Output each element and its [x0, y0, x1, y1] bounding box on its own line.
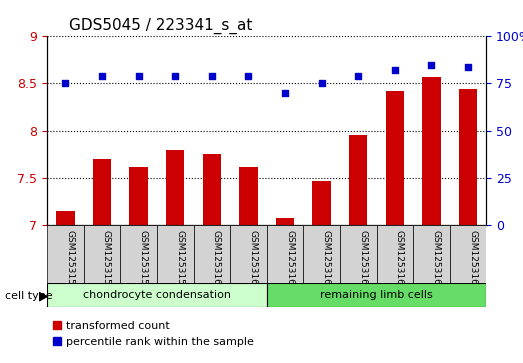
Text: GSM1253161: GSM1253161	[248, 230, 257, 290]
Text: ▶: ▶	[39, 289, 49, 302]
Text: GSM1253164: GSM1253164	[358, 230, 367, 290]
Point	[317, 81, 326, 86]
Point	[208, 73, 216, 79]
Text: GSM1253166: GSM1253166	[431, 230, 440, 290]
Point	[171, 73, 179, 79]
FancyBboxPatch shape	[84, 225, 120, 283]
Text: cell type: cell type	[5, 291, 53, 301]
Text: GSM1253163: GSM1253163	[322, 230, 331, 290]
FancyBboxPatch shape	[340, 225, 377, 283]
FancyBboxPatch shape	[267, 283, 486, 307]
Bar	[423, 77, 440, 225]
Text: GSM1253158: GSM1253158	[139, 230, 147, 290]
FancyBboxPatch shape	[230, 225, 267, 283]
Text: GSM1253160: GSM1253160	[212, 230, 221, 290]
FancyBboxPatch shape	[47, 225, 84, 283]
Legend: transformed count, percentile rank within the sample: transformed count, percentile rank withi…	[53, 321, 254, 347]
FancyBboxPatch shape	[413, 225, 450, 283]
Text: GSM1253165: GSM1253165	[395, 230, 404, 290]
FancyBboxPatch shape	[157, 225, 194, 283]
Point	[244, 73, 253, 79]
FancyBboxPatch shape	[120, 225, 157, 283]
Bar	[276, 217, 294, 225]
Point	[427, 62, 436, 68]
Point	[391, 68, 399, 73]
Text: GSM1253162: GSM1253162	[285, 230, 294, 290]
Text: GDS5045 / 223341_s_at: GDS5045 / 223341_s_at	[69, 17, 253, 33]
Bar	[56, 211, 74, 225]
Point	[61, 81, 70, 86]
FancyBboxPatch shape	[450, 225, 486, 283]
Text: remaining limb cells: remaining limb cells	[320, 290, 433, 300]
Bar	[129, 167, 147, 225]
FancyBboxPatch shape	[303, 225, 340, 283]
FancyBboxPatch shape	[267, 225, 303, 283]
Text: GSM1253167: GSM1253167	[468, 230, 477, 290]
Text: chondrocyte condensation: chondrocyte condensation	[83, 290, 231, 300]
FancyBboxPatch shape	[194, 225, 230, 283]
Point	[354, 73, 362, 79]
Text: GSM1253156: GSM1253156	[65, 230, 74, 290]
FancyBboxPatch shape	[377, 225, 413, 283]
Point	[98, 73, 106, 79]
Bar	[385, 91, 404, 225]
Bar	[459, 89, 477, 225]
Point	[134, 73, 143, 79]
Point	[281, 90, 289, 96]
Text: GSM1253159: GSM1253159	[175, 230, 184, 290]
Point	[464, 64, 472, 69]
Bar	[349, 135, 367, 225]
FancyBboxPatch shape	[47, 283, 267, 307]
Bar	[313, 181, 331, 225]
Bar	[93, 159, 111, 225]
Bar	[240, 167, 257, 225]
Text: GSM1253157: GSM1253157	[102, 230, 111, 290]
Bar	[166, 150, 185, 225]
Bar	[202, 154, 221, 225]
